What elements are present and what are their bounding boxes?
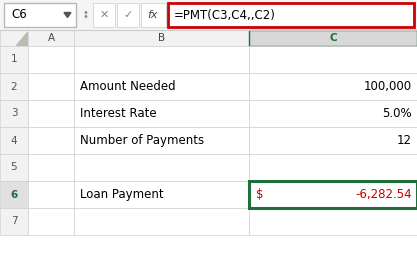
Bar bbox=[28, 73, 74, 100]
Bar bbox=[0, 30, 417, 46]
Polygon shape bbox=[64, 12, 71, 18]
Bar bbox=[28, 181, 74, 208]
Bar bbox=[28, 154, 74, 181]
Polygon shape bbox=[16, 32, 27, 45]
Text: Interest Rate: Interest Rate bbox=[80, 107, 157, 120]
Text: fx: fx bbox=[148, 10, 158, 20]
Bar bbox=[74, 181, 249, 208]
Bar bbox=[249, 46, 417, 73]
Bar bbox=[74, 100, 249, 127]
Bar bbox=[74, 127, 249, 154]
Text: 2: 2 bbox=[11, 82, 18, 91]
Text: Amount Needed: Amount Needed bbox=[80, 80, 176, 93]
Bar bbox=[74, 73, 249, 100]
Bar bbox=[28, 127, 74, 154]
Text: •: • bbox=[83, 12, 89, 22]
Bar bbox=[0, 154, 28, 181]
Bar bbox=[0, 46, 28, 73]
Text: -6,282.54: -6,282.54 bbox=[355, 188, 412, 201]
Bar bbox=[249, 154, 417, 181]
Bar bbox=[249, 30, 417, 46]
Bar bbox=[28, 208, 74, 235]
Bar bbox=[117, 3, 139, 27]
Bar bbox=[0, 0, 417, 30]
Text: 4: 4 bbox=[11, 135, 18, 146]
Text: 5: 5 bbox=[11, 163, 18, 172]
Text: 5.0%: 5.0% bbox=[382, 107, 412, 120]
Bar bbox=[249, 181, 417, 208]
Text: Number of Payments: Number of Payments bbox=[80, 134, 204, 147]
Text: 100,000: 100,000 bbox=[364, 80, 412, 93]
Bar bbox=[0, 30, 28, 46]
Text: ✕: ✕ bbox=[99, 10, 109, 20]
Bar bbox=[141, 3, 166, 27]
Text: 3: 3 bbox=[11, 108, 18, 119]
Bar bbox=[168, 3, 414, 27]
Bar bbox=[249, 73, 417, 100]
Text: 1: 1 bbox=[11, 55, 18, 65]
Bar bbox=[0, 127, 28, 154]
Bar bbox=[4, 3, 76, 27]
Text: C: C bbox=[329, 33, 337, 43]
Bar bbox=[28, 46, 74, 73]
Text: =PMT(C3,C4,,C2): =PMT(C3,C4,,C2) bbox=[174, 8, 276, 22]
Bar bbox=[249, 208, 417, 235]
Bar bbox=[28, 100, 74, 127]
Bar bbox=[0, 208, 28, 235]
Text: A: A bbox=[48, 33, 55, 43]
Bar bbox=[74, 154, 249, 181]
Bar bbox=[0, 100, 28, 127]
Text: ✓: ✓ bbox=[123, 10, 133, 20]
Text: $: $ bbox=[256, 188, 264, 201]
Text: 6: 6 bbox=[10, 189, 18, 199]
Bar bbox=[0, 181, 28, 208]
Bar bbox=[0, 73, 28, 100]
Bar bbox=[28, 30, 74, 46]
Bar bbox=[74, 30, 249, 46]
Text: •: • bbox=[83, 8, 89, 18]
Bar bbox=[249, 100, 417, 127]
Text: 7: 7 bbox=[11, 216, 18, 227]
Bar bbox=[74, 46, 249, 73]
Bar bbox=[74, 208, 249, 235]
Bar bbox=[249, 127, 417, 154]
Text: C6: C6 bbox=[11, 8, 27, 22]
Bar bbox=[93, 3, 115, 27]
Text: 12: 12 bbox=[397, 134, 412, 147]
Text: Loan Payment: Loan Payment bbox=[80, 188, 163, 201]
Text: B: B bbox=[158, 33, 165, 43]
